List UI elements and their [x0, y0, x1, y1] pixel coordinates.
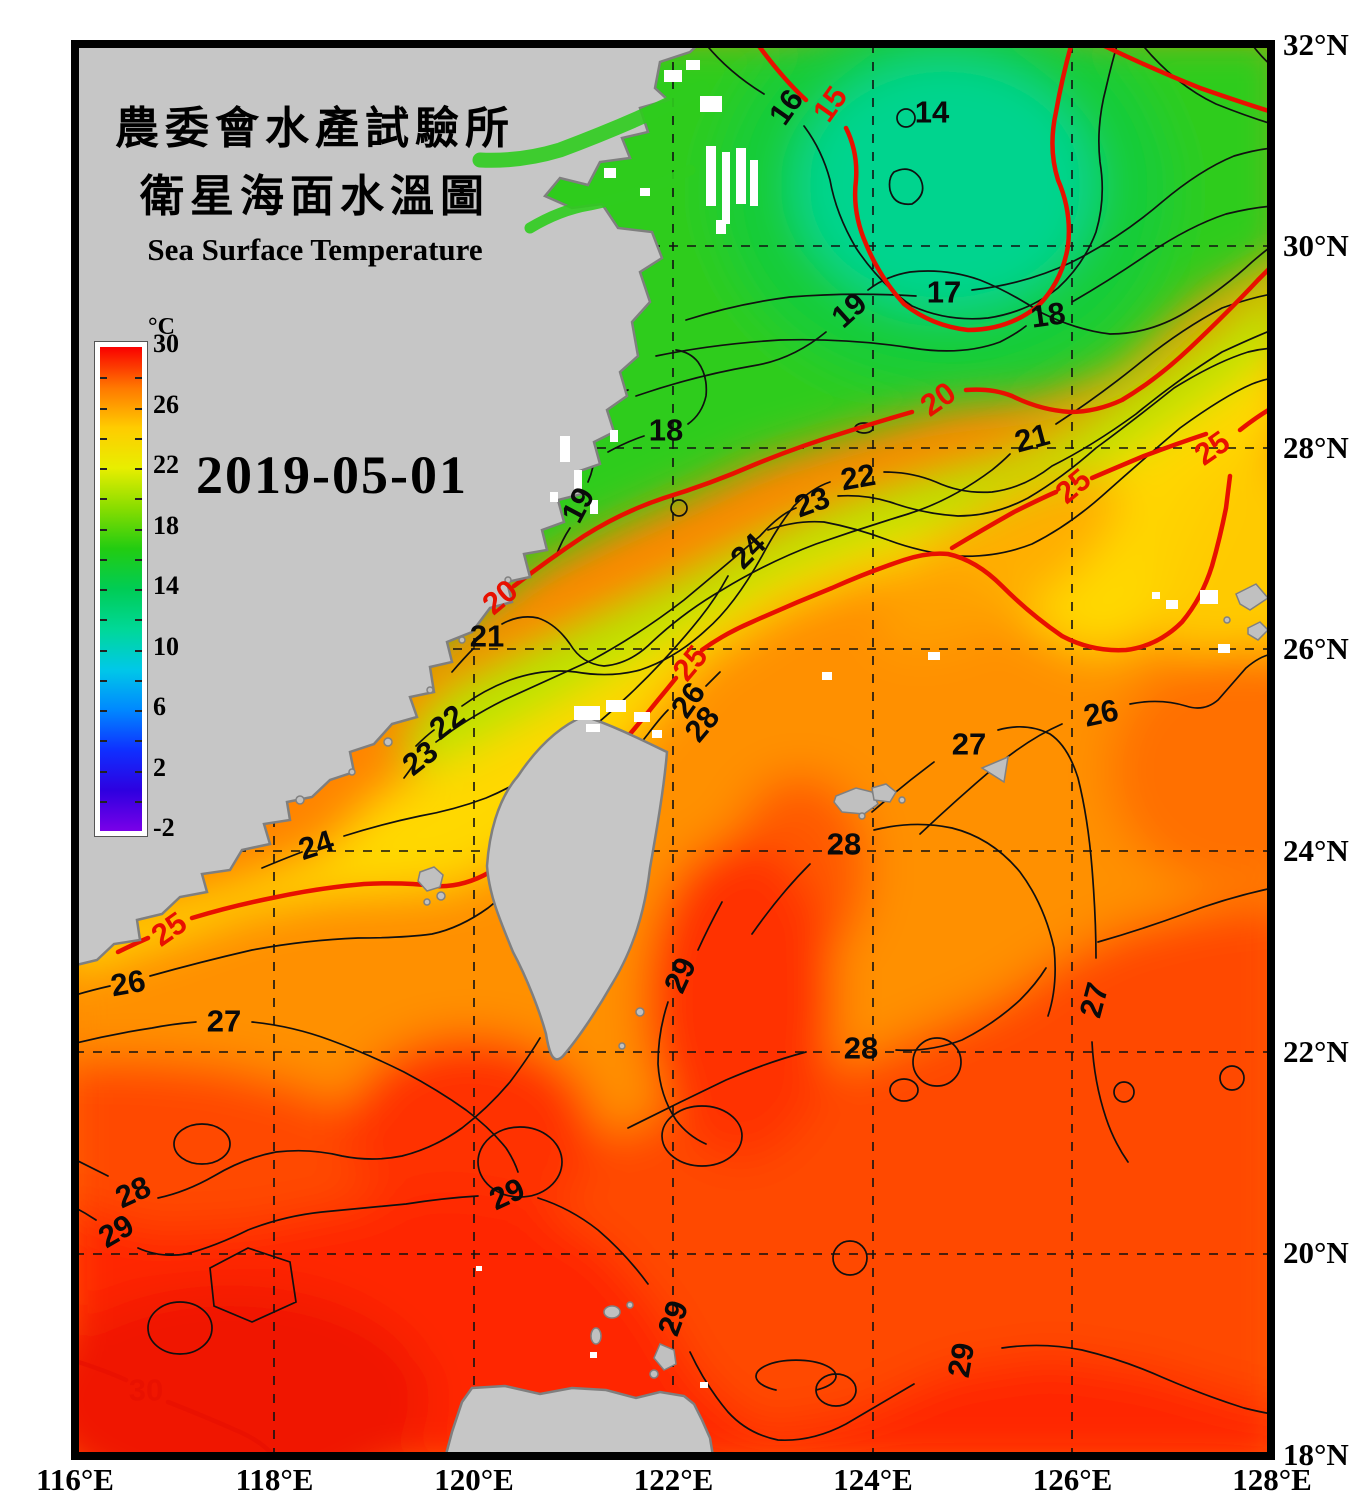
map-frame: [71, 40, 1275, 1460]
land-masses: [75, 44, 1270, 1456]
colorbar-tick: [100, 438, 107, 440]
colorbar-tick: [135, 408, 142, 410]
contour-label-28: 28: [826, 826, 862, 862]
contour-label-28: 28: [843, 1030, 879, 1066]
contour-label-21: 21: [1010, 416, 1054, 460]
lat-label: 26°N: [1283, 631, 1349, 667]
lat-label: 32°N: [1283, 27, 1349, 62]
colorbar-tick: [135, 650, 142, 652]
contour-label-27: 27: [1072, 978, 1116, 1022]
colorbar-tick: [135, 589, 142, 591]
black-isotherms: [75, 44, 1271, 1442]
colorbar-tick-label: -2: [153, 813, 175, 842]
colorbar-tick: [135, 740, 142, 742]
contour-label-26: 26: [1080, 692, 1122, 734]
estuary-inlet: [524, 164, 696, 234]
colorbar-tick: [100, 468, 107, 470]
lat-label: 20°N: [1283, 1235, 1349, 1271]
lat-label: 18°N: [1283, 1436, 1349, 1472]
colorbar-tick: [135, 468, 142, 470]
colorbar-tick: [100, 377, 107, 379]
lat-label: 22°N: [1283, 1034, 1349, 1069]
contour-label-30: 30: [128, 1372, 164, 1408]
colorbar-tick: [100, 619, 107, 621]
lon-label: 126°E: [1032, 1462, 1113, 1497]
contour-label-21: 21: [469, 618, 505, 654]
contour-label-17: 17: [926, 274, 962, 310]
lon-label: 128°E: [1232, 1462, 1312, 1497]
colorbar-tick: [100, 740, 107, 742]
colorbar-tick: [135, 801, 142, 803]
colorbar-tick-label: 22: [153, 450, 179, 479]
contour-label-14: 14: [914, 94, 950, 130]
contour-label-27: 27: [206, 1003, 242, 1039]
colorbar-tick: [135, 498, 142, 500]
small-islands: [295, 576, 1270, 1379]
colorbar-tick: [100, 498, 107, 500]
contour-label-29: 29: [940, 1339, 982, 1381]
luzon-island: [444, 1384, 715, 1456]
colorbar-tick: [135, 559, 142, 561]
contour-label-26: 26: [107, 962, 149, 1004]
contour-label-22: 22: [837, 456, 879, 498]
colorbar-tick: [135, 377, 142, 379]
colorbar-tick: [100, 529, 107, 531]
lon-label: 120°E: [434, 1462, 514, 1497]
colorbar-tick: [135, 680, 142, 682]
colorbar-tick-label: 18: [153, 510, 179, 540]
colorbar-tick: [100, 801, 107, 803]
colorbar-tick-label: 26: [153, 389, 179, 419]
lat-label: 24°N: [1283, 832, 1349, 868]
colorbar-tick-label: 10: [153, 631, 179, 661]
lon-label: 116°E: [36, 1462, 114, 1497]
lon-label: 124°E: [833, 1462, 913, 1497]
colorbar-tick: [135, 619, 142, 621]
colorbar-tick: [135, 438, 142, 440]
cloud-gaps: [476, 60, 1230, 1388]
contour-label-27: 27: [951, 726, 987, 762]
colorbar-tick: [100, 650, 107, 652]
colorbar-tick: [135, 710, 142, 712]
title-english: Sea Surface Temperature: [147, 232, 483, 267]
colorbar-tick: [100, 559, 107, 561]
colorbar-tick-label: 14: [153, 571, 179, 600]
colorbar: [94, 341, 148, 837]
title-chinese-line2: 衛星海面水溫圖: [140, 172, 490, 221]
lon-label: 118°E: [235, 1462, 314, 1497]
title-chinese-line1: 農委會水產試驗所: [115, 104, 515, 153]
colorbar-tick: [135, 529, 142, 531]
colorbar-tick-label: 2: [153, 752, 166, 782]
estuary-inlet: [472, 80, 710, 168]
colorbar-tick: [100, 680, 107, 682]
colorbar-tick: [100, 589, 107, 591]
colorbar-unit-label: °C: [148, 314, 175, 340]
colorbar-tick: [135, 771, 142, 773]
colorbar-tick-label: 30: [153, 329, 179, 358]
colorbar-tick-label: 6: [153, 692, 166, 721]
contour-label-18: 18: [648, 412, 684, 448]
colorbar-tick: [100, 771, 107, 773]
taiwan-island: [485, 714, 669, 1061]
lat-label: 30°N: [1283, 228, 1349, 264]
date-label: 2019-05-01: [196, 445, 468, 505]
china-mainland: [75, 44, 701, 967]
colorbar-tick: [100, 710, 107, 712]
lon-label: 122°E: [633, 1462, 714, 1497]
lat-label: 28°N: [1283, 429, 1349, 465]
colorbar-tick: [100, 408, 107, 410]
contour-label-18: 18: [1028, 295, 1068, 335]
